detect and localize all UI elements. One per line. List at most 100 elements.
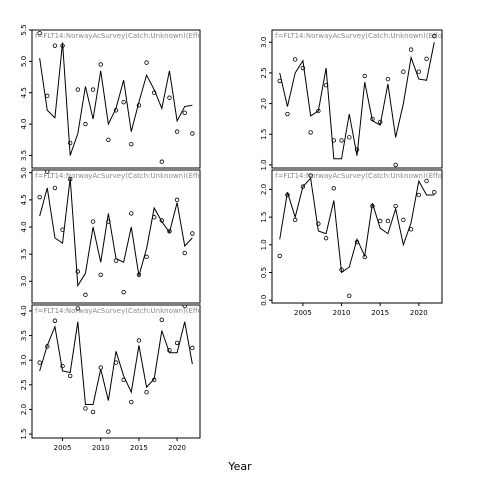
panel-3: f=FLT14:NorwayAcSurvey(Catch:Unknown)(Ef… [20,167,246,304]
observed-point [52,185,58,191]
observed-point [424,56,429,62]
panel-title: f=FLT14:NorwayAcSurvey(Catch:Unknown)(Ef… [35,32,246,40]
observed-point [393,162,398,168]
y-tick-label: 5.0 [20,167,28,178]
observed-point [300,184,306,189]
x-tick-label: 2020 [168,444,186,452]
observed-point [174,129,180,134]
observed-point [37,360,42,365]
observed-point [113,108,119,113]
observed-point [331,186,337,191]
y-tick-label: 2.5 [260,67,268,78]
panel-1: f=FLT14:NorwayAcSurvey(Catch:Unknown)(Ef… [20,24,246,169]
x-tick-label: 2010 [92,444,110,452]
observed-point [323,235,329,241]
observed-point [113,258,119,263]
panel-series [37,305,195,434]
observed-point [339,267,344,272]
observed-point [408,47,414,52]
y-tick-label: 4.5 [20,87,28,98]
panel-2: f=FLT14:NorwayAcSurvey(Catch:Unknown)(Ef… [260,29,443,171]
x-axis-label: Year [227,460,252,473]
observed-point [98,62,103,67]
panel-series [37,30,195,164]
observed-point [37,194,42,200]
y-tick-label: 1.0 [260,239,268,250]
observed-point [316,221,321,226]
y-tick-label: 0.0 [260,295,268,306]
panel-frame [31,169,201,304]
observed-point [144,254,149,260]
observed-point [285,192,290,198]
observed-point [106,219,111,224]
y-tick-label: 5.5 [20,24,28,35]
observed-point [377,218,383,224]
panel-frame [31,304,201,439]
observed-point [377,119,383,125]
panel-title-group: f=FLT14:NorwayAcSurvey(Catch:Unknown)(Ef… [35,307,200,315]
y-tick-label: 3.0 [20,355,28,366]
observed-point [308,130,313,135]
observed-point [90,87,96,92]
observed-point [182,110,187,115]
y-tick-label: 1.5 [260,212,268,223]
y-tick-label: 2.0 [260,184,268,195]
observed-point [37,30,42,36]
observed-point [159,159,165,164]
panel-title-group: f=FLT14:NorwayAcSurvey(Catch:Unknown)(Ef… [35,32,246,40]
observed-point [90,219,96,224]
y-tick-label: 3.5 [20,150,28,161]
observed-point [60,43,65,48]
panel-title: f=FLT14:NorwayAcSurvey(Catch:Unknown)(Ef… [275,172,480,180]
y-tick-label: 1.5 [260,129,268,140]
observed-point [347,293,352,298]
y-tick-label: 1.5 [20,428,28,439]
panel-title-group: f=FLT14:NorwayAcSurvey(Catch:Unknown)(Ef… [35,172,246,180]
panel-series [277,173,437,298]
observed-point [75,87,81,92]
panel-frame [271,29,443,169]
observed-point [401,217,406,223]
observed-point [106,429,111,434]
panel-frame [271,169,443,304]
observed-point [129,141,134,147]
observed-point [277,78,282,84]
observed-point [308,173,313,178]
fitted-line [279,42,435,160]
observed-point [316,108,321,114]
y-tick-label: 4.0 [20,221,28,232]
observed-point [98,272,103,277]
observed-point [52,318,58,323]
observed-point [67,373,73,379]
x-tick-label: 2010 [333,309,351,317]
y-tick-label: 2.0 [20,404,28,415]
observed-point [393,203,398,209]
observed-point [159,317,165,322]
observed-point [190,131,195,136]
observed-point [339,138,344,143]
observed-point [323,82,329,88]
observed-point [45,93,50,99]
observed-point [83,121,88,127]
x-tick-label: 2005 [54,444,72,452]
y-tick-label: 3.0 [260,37,268,48]
panel-title-group: f=FLT14:NorwayAcSurvey(Catch:Unknown)(Ef… [275,32,442,40]
observed-point [90,409,96,415]
observed-point [121,377,126,383]
observed-point [167,229,172,234]
y-tick-label: 2.0 [260,98,268,109]
observed-point [432,33,437,39]
observed-point [190,231,195,236]
observed-point [45,170,50,174]
observed-point [121,99,126,105]
observed-point [144,60,149,65]
y-tick-label: 5.0 [20,56,28,67]
panel-title: f=FLT14:NorwayAcSurvey(Catch:Unknown)(Ef… [35,172,246,180]
observed-point [331,138,337,143]
fitted-line [39,321,193,405]
observed-point [98,365,103,370]
observed-point [129,399,134,405]
panel-title-group: f=FLT14:NorwayAcSurvey(Catch:Unknown)(Ef… [275,172,480,180]
